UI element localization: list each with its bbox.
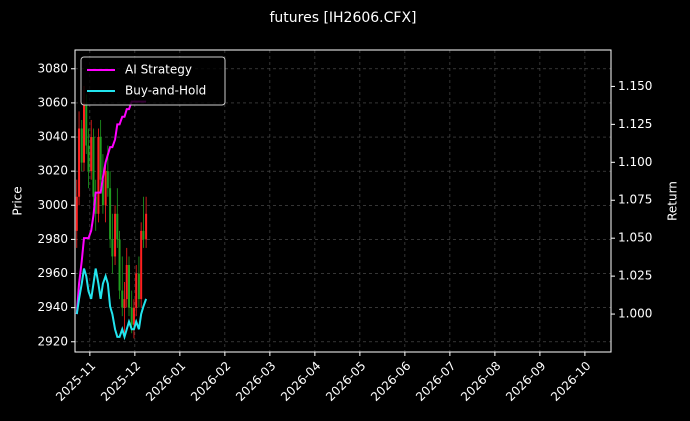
chart-title: futures [IH2606.CFX] [269, 10, 416, 26]
y-axis-label: Price [11, 186, 25, 215]
candle-body [137, 273, 140, 300]
candle-body [128, 264, 131, 308]
candle-body [109, 188, 112, 240]
candle-body [83, 102, 86, 163]
plot-frame [74, 49, 612, 353]
candle-body [132, 307, 135, 325]
candle-body [135, 273, 138, 308]
y-tick-label: 3040 [37, 130, 68, 144]
candle-body [125, 264, 128, 300]
y-tick-label: 2980 [37, 232, 68, 246]
y-tick-label: 3080 [37, 61, 68, 75]
candle-body [116, 213, 119, 240]
candle-body [92, 137, 95, 197]
y2-axis-label: Return [666, 181, 680, 221]
y2-tick-label: 1.000 [618, 307, 652, 321]
y-tick-label: 2940 [37, 300, 68, 314]
legend-box [80, 56, 226, 106]
y2-tick-label: 1.100 [618, 155, 652, 169]
y-tick-label: 3000 [37, 198, 68, 212]
y-tick-label: 3060 [37, 95, 68, 109]
candle-body [114, 213, 117, 257]
candle-body [140, 230, 143, 300]
candle-body [104, 171, 107, 206]
candle-body [99, 137, 102, 180]
candle-body [123, 299, 126, 308]
legend-label: Buy-and-Hold [125, 84, 206, 98]
y2-tick-label: 1.150 [618, 79, 652, 93]
candle-body [101, 179, 104, 206]
candle-body [90, 137, 93, 172]
candle-body [87, 145, 90, 172]
candle-body [80, 128, 83, 163]
candle-body [106, 171, 109, 189]
candle-body [121, 290, 124, 308]
legend-label: AI Strategy [125, 63, 192, 77]
candle-body [75, 196, 78, 231]
candle-body [118, 239, 121, 291]
y2-tick-label: 1.125 [618, 117, 652, 131]
candle-body [142, 230, 145, 240]
candle-body [78, 128, 81, 197]
candle-body [145, 213, 148, 240]
y-tick-label: 3020 [37, 164, 68, 178]
series-line [75, 268, 148, 341]
y2-tick-label: 1.050 [618, 231, 652, 245]
candle-body [130, 307, 133, 325]
candle-body [97, 137, 100, 214]
candle-body [85, 102, 88, 146]
candle-body [111, 239, 114, 257]
y-tick-label: 2960 [37, 266, 68, 280]
y2-tick-label: 1.025 [618, 269, 652, 283]
y2-tick-label: 1.075 [618, 193, 652, 207]
candle-body [94, 196, 97, 214]
y-tick-label: 2920 [37, 334, 68, 348]
